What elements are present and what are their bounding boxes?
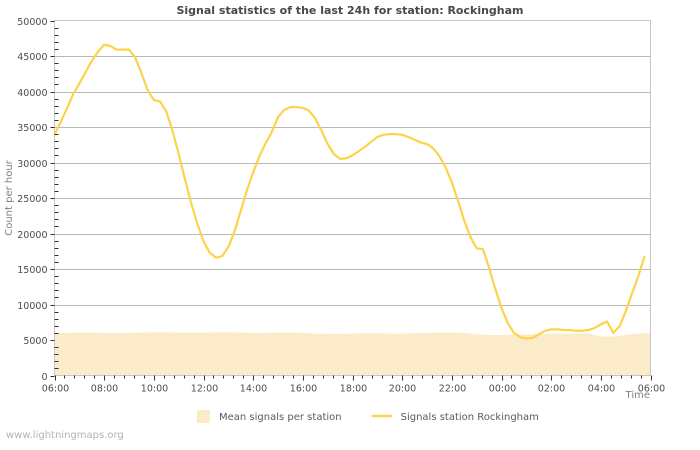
station-signals-line-series [53,43,646,340]
y-tick-label: 5000 [23,336,47,347]
x-tick-label: 16:00 [290,384,317,395]
chart-title: Signal statistics of the last 24h for st… [176,4,523,17]
y-tick-label: 30000 [17,159,47,170]
legend-item-label: Signals station Rockingham [401,412,539,423]
y-tick-label: 0 [41,372,47,383]
chart-legend: Mean signals per station Signals station … [197,410,539,423]
x-axis-title: Time [625,390,650,401]
y-tick-label: 15000 [17,265,47,276]
x-tick-label: 00:00 [489,384,516,395]
x-tick-label: 02:00 [538,384,565,395]
y-gridlines [54,56,651,341]
watermark-text: www.lightningmaps.org [6,430,124,441]
legend-item[interactable]: Mean signals per station [197,410,342,423]
y-tick-label: 45000 [17,52,47,63]
y-tick-label: 25000 [17,194,47,205]
x-tick-label: 10:00 [141,384,168,395]
legend-area-swatch [197,410,210,423]
x-tick-label: 14:00 [240,384,267,395]
y-tick-label: 35000 [17,123,47,134]
x-axis: 06:00 08:00 10:00 12:00 14:00 16:00 18:00 20:00… [42,375,665,395]
y-axis: 0 5000 10000 15000 20000 25000 30000 35000 40000… [17,17,59,383]
x-tick-label: 04:00 [588,384,615,395]
y-tick-label: 50000 [17,17,47,28]
x-tick-label: 08:00 [91,384,118,395]
legend-item-label: Mean signals per station [219,412,342,423]
x-tick-label: 06:00 [42,384,69,395]
y-tick-label: 10000 [17,301,47,312]
x-tick-label: 12:00 [191,384,218,395]
y-tick-label: 20000 [17,230,47,241]
y-axis-title: Count per hour [4,159,15,235]
x-tick-label: 06:00 [638,384,665,395]
x-tick-label: 18:00 [340,384,367,395]
mean-signals-area-series [54,332,651,376]
legend-item[interactable]: Signals station Rockingham [371,412,539,423]
x-tick-label: 22:00 [439,384,466,395]
y-tick-label: 40000 [17,88,47,99]
x-tick-label: 20:00 [389,384,416,395]
